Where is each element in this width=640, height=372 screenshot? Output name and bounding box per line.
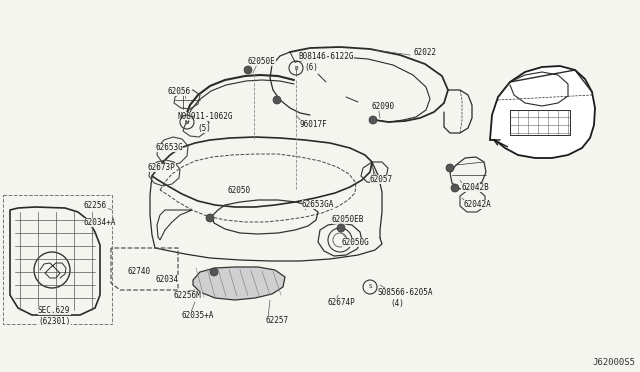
Text: 62257: 62257 (265, 316, 288, 325)
Text: 62034+A: 62034+A (84, 218, 116, 227)
Text: 62090: 62090 (371, 102, 394, 111)
Text: 62056: 62056 (168, 87, 191, 96)
Text: (62301): (62301) (38, 317, 70, 326)
Circle shape (337, 224, 345, 232)
Text: B: B (294, 65, 298, 71)
Text: (5): (5) (197, 124, 211, 133)
Text: 62653GA: 62653GA (302, 200, 334, 209)
Circle shape (369, 116, 377, 124)
Text: 62256M: 62256M (174, 291, 202, 300)
Text: 62035+A: 62035+A (181, 311, 213, 320)
Text: S08566-6205A: S08566-6205A (378, 288, 433, 297)
Text: SEC.629: SEC.629 (38, 306, 70, 315)
Circle shape (206, 214, 214, 222)
Text: 62256: 62256 (84, 201, 107, 210)
Text: S: S (368, 285, 372, 289)
Text: 62673P: 62673P (148, 163, 176, 172)
Text: (6): (6) (304, 63, 318, 72)
Circle shape (451, 184, 459, 192)
Text: 62050E: 62050E (248, 57, 276, 66)
Circle shape (244, 66, 252, 74)
Polygon shape (490, 66, 595, 158)
Text: 62057: 62057 (370, 175, 393, 184)
Text: 62050G: 62050G (342, 238, 370, 247)
Text: 62022: 62022 (413, 48, 436, 57)
Text: B08146-6122G: B08146-6122G (298, 52, 353, 61)
Text: 96017F: 96017F (300, 120, 328, 129)
Text: 62050: 62050 (228, 186, 251, 195)
Circle shape (446, 164, 454, 172)
Polygon shape (193, 267, 285, 300)
Text: 62042B: 62042B (461, 183, 489, 192)
Text: 62740: 62740 (127, 267, 150, 276)
Text: 62050EB: 62050EB (332, 215, 364, 224)
Circle shape (210, 268, 218, 276)
Text: N08911-1062G: N08911-1062G (178, 112, 234, 121)
Text: 62034: 62034 (155, 275, 178, 284)
Text: 62042A: 62042A (464, 200, 492, 209)
Circle shape (273, 96, 281, 104)
Text: J62000S5: J62000S5 (592, 358, 635, 367)
Text: 62653G: 62653G (155, 143, 183, 152)
Text: (4): (4) (390, 299, 404, 308)
Text: N: N (185, 119, 189, 125)
Text: 62674P: 62674P (327, 298, 355, 307)
